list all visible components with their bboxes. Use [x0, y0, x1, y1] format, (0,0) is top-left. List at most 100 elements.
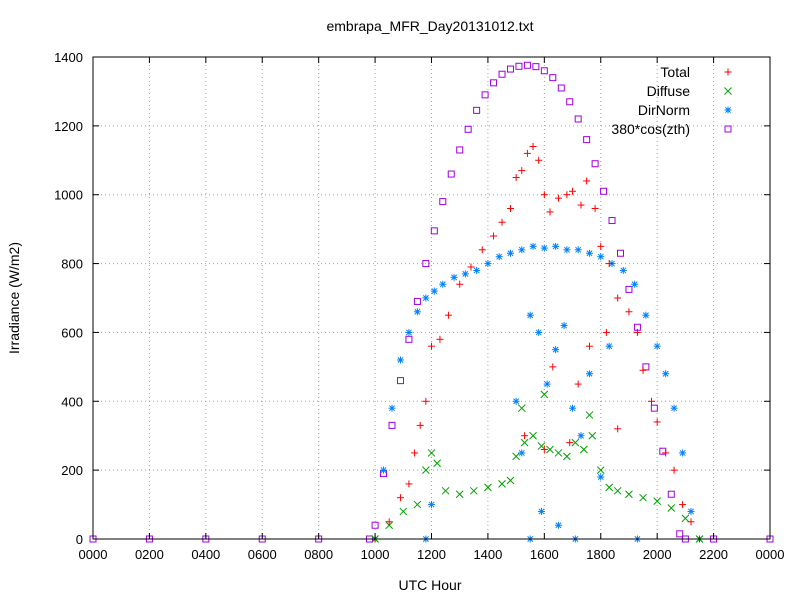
data-point: [546, 445, 554, 454]
legend-marker: [724, 106, 732, 114]
grid-lines: [93, 57, 770, 539]
series-diffuse: [371, 390, 704, 543]
data-point: [521, 432, 529, 440]
data-point: [535, 156, 543, 164]
legend-marker: [724, 87, 732, 95]
data-point: [447, 170, 455, 178]
data-point: [405, 335, 413, 343]
data-point: [557, 84, 565, 92]
data-point: [631, 280, 639, 288]
data-point: [405, 328, 413, 336]
data-point: [436, 335, 444, 343]
data-point: [520, 438, 529, 447]
data-point: [422, 294, 430, 302]
data-point: [461, 270, 469, 278]
data-point: [498, 70, 506, 78]
data-point: [495, 253, 503, 261]
data-point: [552, 346, 560, 354]
data-point: [574, 115, 582, 123]
data-point: [422, 466, 430, 474]
data-point: [439, 280, 447, 288]
data-point: [422, 397, 430, 405]
x-tick-label: 0000: [756, 547, 785, 562]
data-point: [546, 208, 554, 216]
data-point: [563, 191, 571, 199]
x-tick-label: 1400: [473, 547, 502, 562]
data-point: [529, 143, 537, 151]
x-axis-label: UTC Hour: [398, 577, 461, 593]
data-point: [605, 342, 613, 350]
data-point: [512, 452, 520, 461]
data-point: [388, 421, 396, 429]
data-point: [670, 404, 678, 412]
data-point: [642, 311, 650, 319]
x-tick-label: 1600: [530, 547, 559, 562]
data-point: [518, 449, 526, 457]
data-point: [518, 167, 526, 175]
data-point: [563, 452, 571, 461]
data-point: [427, 449, 436, 457]
data-point: [535, 328, 543, 336]
data-point: [540, 191, 548, 199]
data-point: [577, 432, 585, 440]
x-tick-label: 1800: [586, 547, 615, 562]
data-point: [662, 370, 670, 378]
data-point: [670, 466, 678, 474]
data-point: [591, 204, 599, 212]
data-point: [687, 518, 695, 526]
data-point: [583, 177, 591, 185]
y-tick-label: 0: [76, 532, 83, 547]
data-point: [484, 483, 492, 492]
data-point: [396, 377, 404, 385]
data-point: [430, 287, 438, 295]
data-point: [625, 285, 633, 293]
data-point: [478, 246, 486, 254]
data-point: [399, 507, 408, 516]
data-point: [413, 500, 422, 509]
data-point: [396, 494, 404, 502]
data-point: [385, 518, 393, 526]
axis-ticks: 0000 0200 0400 0600 0800 1000 1200 1400 1600 1800…: [54, 50, 784, 562]
chart-title: embrapa_MFR_Day20131012.txt: [326, 18, 533, 34]
data-point: [464, 125, 472, 133]
x-tick-label: 1200: [417, 547, 446, 562]
y-tick-label: 200: [61, 463, 83, 478]
data-point: [554, 521, 562, 529]
data-point: [653, 497, 662, 505]
data-point: [411, 449, 419, 457]
data-point: [681, 514, 690, 523]
x-tick-label: 0200: [135, 547, 164, 562]
y-axis-label: Irradiance (W/m2): [6, 242, 22, 354]
data-point: [469, 486, 478, 495]
data-point: [450, 273, 458, 281]
data-point: [585, 370, 593, 378]
data-point: [583, 136, 591, 144]
data-point: [413, 297, 421, 305]
data-point: [532, 63, 540, 71]
data-point: [456, 280, 464, 288]
data-point: [625, 308, 633, 316]
data-point: [523, 149, 531, 157]
data-point: [490, 232, 498, 240]
data-point: [676, 530, 684, 538]
data-point: [596, 466, 605, 474]
x-tick-label: 0000: [79, 547, 108, 562]
data-point: [428, 501, 435, 509]
data-point: [633, 328, 641, 336]
data-point: [639, 493, 647, 502]
data-point: [439, 198, 447, 206]
data-point: [653, 342, 661, 350]
data-point: [569, 404, 577, 412]
y-tick-label: 800: [61, 257, 83, 272]
data-point: [554, 449, 563, 457]
legend-label: Diffuse: [647, 83, 691, 99]
data-point: [371, 521, 379, 529]
data-point: [616, 249, 624, 257]
legend: Total Diffuse DirNorm 380*cos(zth): [611, 64, 732, 137]
data-point: [498, 218, 506, 226]
data-point: [456, 146, 464, 154]
data-point: [613, 486, 622, 495]
data-point: [473, 106, 481, 114]
x-tick-label: 0800: [304, 547, 333, 562]
data-point: [433, 459, 441, 468]
